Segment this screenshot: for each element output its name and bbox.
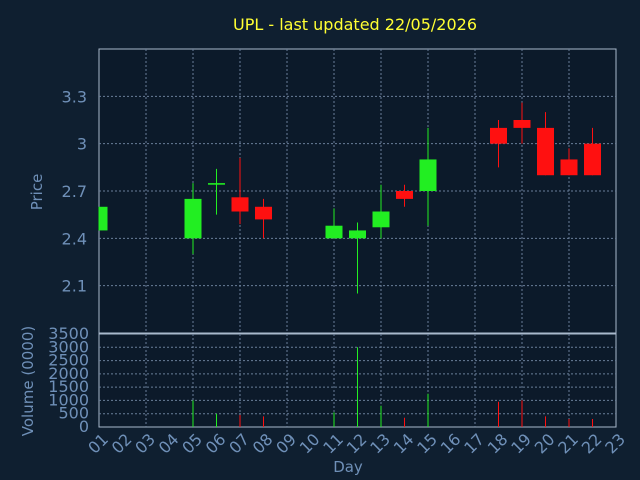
candle-14: [396, 184, 413, 207]
candlesticks: [98, 102, 601, 294]
volume-tick-label: 3500: [48, 324, 89, 343]
candle-13: [372, 184, 390, 239]
candle-body: [349, 230, 366, 239]
candle-08: [255, 198, 272, 239]
volume-tick-label: 2500: [48, 351, 89, 370]
candle-body: [99, 206, 108, 231]
candle-05: [184, 183, 202, 255]
candle-body: [325, 225, 343, 239]
price-tick-label: 2.7: [62, 182, 87, 201]
volume-tick-label: 2000: [48, 364, 89, 383]
candle-22: [584, 127, 601, 176]
price-tick-label: 2.1: [62, 277, 87, 296]
volume-axis-label: Volume (0000): [19, 326, 37, 436]
volume-tick-label: 1500: [48, 377, 89, 396]
candle-01: [98, 206, 108, 231]
candle-20: [537, 112, 554, 176]
candle-19: [513, 102, 531, 144]
volume-bars: [192, 347, 593, 427]
candle-21: [560, 148, 578, 176]
candle-body: [231, 197, 249, 212]
candle-body: [584, 143, 601, 176]
candle-body: [208, 183, 225, 185]
candle-12: [349, 222, 366, 294]
candle-body: [419, 159, 437, 191]
candle-body: [255, 206, 272, 220]
price-tick-label: 2.4: [62, 229, 87, 248]
chart-title: UPL - last updated 22/05/2026: [233, 15, 477, 34]
price-y-ticks: 2.1 2.4 2.7 3 3.3: [62, 87, 87, 295]
candle-body: [490, 127, 507, 144]
candle-body: [396, 191, 413, 199]
price-tick-label: 3: [77, 135, 87, 154]
candle-body: [560, 159, 578, 176]
day-axis-label: Day: [333, 458, 363, 476]
price-axis-label: Price: [28, 174, 46, 211]
candle-body: [513, 120, 531, 128]
price-grid: [99, 49, 616, 333]
candle-06: [208, 168, 225, 215]
volume-tick-label: 1000: [48, 390, 89, 409]
day-x-ticks: 0102030405060708091011121314151617181920…: [84, 430, 629, 458]
candle-body: [537, 127, 554, 176]
candle-body: [372, 211, 390, 228]
volume-tick-label: 3000: [48, 337, 89, 356]
candle-15: [419, 127, 437, 226]
price-panel: 2.1 2.4 2.7 3 3.3 Price: [28, 48, 617, 334]
candle-18: [490, 120, 507, 168]
volume-tick-label: 0: [79, 417, 89, 436]
volume-tick-label: 500: [58, 404, 89, 423]
price-tick-label: 3.3: [62, 87, 87, 106]
candle-07: [231, 157, 249, 225]
candle-body: [184, 198, 202, 239]
candle-11: [325, 208, 343, 239]
